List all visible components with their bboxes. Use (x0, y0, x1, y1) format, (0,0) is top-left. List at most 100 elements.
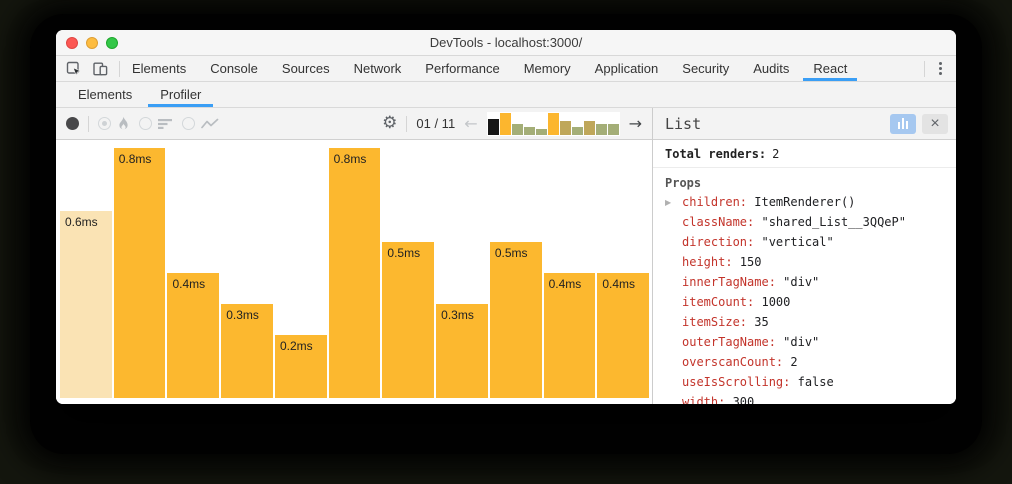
react-subtab-bar: Elements Profiler (56, 82, 956, 108)
commit-bar-9[interactable]: 0.4ms (543, 273, 596, 398)
chart-type-interactions-option[interactable] (182, 117, 219, 130)
bar-duration-label: 0.3ms (441, 308, 474, 322)
zoom-window-button[interactable] (106, 36, 118, 49)
prop-value: 150 (732, 255, 762, 269)
minimap-bar-0[interactable] (487, 118, 499, 135)
minimap-bar-2[interactable] (511, 123, 523, 135)
prop-key: overscanCount: (682, 355, 784, 369)
bar-duration-label: 0.5ms (387, 246, 421, 260)
prop-key: width: (682, 395, 726, 404)
commit-bar-6[interactable]: 0.5ms (382, 242, 435, 398)
minimap-bar-3[interactable] (523, 126, 535, 135)
inspect-element-icon[interactable] (66, 61, 82, 77)
profiler-pane: ⚙ 01 / 11 ← → 0.6ms 0.8ms 0.4ms 0.3ms 0.2ms 0… (56, 108, 653, 404)
commit-bar-1[interactable]: 0.8ms (113, 148, 166, 398)
prop-key: direction: (682, 235, 755, 249)
minimize-window-button[interactable] (86, 36, 98, 49)
interactions-chart-icon (201, 118, 219, 130)
total-renders-row: Total renders: 2 (653, 140, 956, 168)
subtab-profiler[interactable]: Profiler (146, 82, 215, 107)
settings-gear-icon[interactable]: ⚙ (382, 113, 398, 133)
tab-performance[interactable]: Performance (425, 61, 500, 76)
prop-row-width: width: 300 (665, 392, 956, 404)
props-heading: Props (665, 176, 702, 190)
tab-react[interactable]: React (801, 56, 859, 81)
prop-value: 1000 (754, 295, 791, 309)
radio-icon[interactable] (139, 117, 152, 130)
divider (119, 60, 120, 77)
commit-bar-3[interactable]: 0.3ms (221, 304, 273, 398)
tab-audits[interactable]: Audits (753, 61, 790, 76)
commit-minimap (486, 111, 620, 136)
prop-row-height: height: 150 (665, 252, 956, 272)
tab-application[interactable]: Application (594, 61, 659, 76)
commit-bar-8[interactable]: 0.5ms (489, 242, 542, 398)
subtab-elements[interactable]: Elements (78, 87, 133, 102)
devtools-tab-bar: Elements Console Sources Network Performance… (56, 56, 956, 82)
minimap-bar-10[interactable] (607, 123, 619, 135)
next-commit-icon[interactable]: → (628, 113, 642, 133)
commit-bar-4[interactable]: 0.2ms (274, 335, 327, 398)
tab-memory[interactable]: Memory (523, 61, 571, 76)
chart-type-ranked-option[interactable] (139, 117, 173, 130)
expand-arrow-icon[interactable]: ▶ (665, 198, 672, 207)
main-tab-strip: Elements Console Sources Network Performance… (120, 56, 859, 81)
divider (406, 115, 408, 132)
bar-duration-label: 0.8ms (118, 152, 152, 166)
bar-chart-icon (898, 118, 908, 129)
minimap-bar-4[interactable] (535, 128, 547, 135)
tab-elements[interactable]: Elements (132, 61, 187, 76)
close-panel-button[interactable]: × (922, 113, 948, 134)
tab-sources[interactable]: Sources (281, 61, 330, 76)
title-bar: DevTools - localhost:3000/ (56, 30, 956, 56)
props-list: ▶ children: ItemRenderer() className: "sha… (665, 192, 956, 404)
radio-icon[interactable] (182, 117, 195, 130)
commit-bar-0[interactable]: 0.6ms (60, 211, 112, 398)
flamegraph-icon (117, 116, 130, 131)
total-renders-value: 2 (772, 146, 780, 161)
prop-value: "div" (775, 275, 820, 289)
radio-selected-icon[interactable] (98, 117, 111, 130)
previous-commit-icon[interactable]: ← (464, 113, 478, 133)
minimap-bar-7[interactable] (571, 126, 583, 135)
commit-counter: 01 / 11 (416, 116, 456, 131)
minimap-bar-6[interactable] (559, 120, 571, 135)
prop-key: className: (682, 215, 755, 229)
more-options-icon[interactable] (925, 56, 956, 81)
minimap-bar-5[interactable] (547, 112, 559, 135)
tab-console[interactable]: Console (210, 61, 258, 76)
minimap-bar-9[interactable] (595, 123, 607, 135)
bar-duration-label: 0.4ms (172, 277, 206, 291)
flamegraph-chart: 0.6ms 0.8ms 0.4ms 0.3ms 0.2ms 0.8ms 0.5ms 0.3ms… (56, 140, 652, 404)
prop-value: ItemRenderer() (747, 195, 856, 209)
total-renders-label: Total renders: (665, 146, 767, 161)
prop-value: "shared_List__3QQeP" (754, 215, 906, 229)
prop-row-useIsScrolling: useIsScrolling: false (665, 372, 956, 392)
divider (88, 115, 89, 132)
commit-bar-5[interactable]: 0.8ms (328, 148, 381, 398)
prop-key: height: (682, 255, 733, 269)
commit-bar-10[interactable]: 0.4ms (597, 273, 650, 398)
minimap-bar-1[interactable] (499, 112, 511, 135)
close-window-button[interactable] (66, 36, 78, 49)
tab-security[interactable]: Security (682, 61, 730, 76)
chart-type-flamegraph-option[interactable] (98, 116, 130, 131)
render-chart-toggle-button[interactable] (890, 113, 916, 134)
commit-bar-7[interactable]: 0.3ms (436, 304, 488, 398)
devtools-window: DevTools - localhost:3000/ Eleme (56, 30, 956, 404)
bar-duration-label: 0.5ms (494, 246, 528, 260)
prop-value: false (790, 375, 834, 389)
tab-network[interactable]: Network (353, 61, 402, 76)
prop-key: outerTagName: (682, 335, 776, 349)
minimap-bar-8[interactable] (583, 120, 595, 135)
devtools-tool-icons (56, 56, 119, 81)
bar-duration-label: 0.4ms (548, 277, 582, 291)
window-title: DevTools - localhost:3000/ (429, 35, 583, 50)
commit-bar-2[interactable]: 0.4ms (167, 273, 220, 398)
prop-row-children: ▶ children: ItemRenderer() (665, 192, 956, 212)
record-button[interactable] (66, 117, 79, 130)
toggle-device-toolbar-icon[interactable] (92, 61, 109, 77)
prop-row-className: className: "shared_List__3QQeP" (665, 212, 956, 232)
prop-value: 35 (747, 315, 769, 329)
ranked-chart-icon (158, 118, 173, 130)
